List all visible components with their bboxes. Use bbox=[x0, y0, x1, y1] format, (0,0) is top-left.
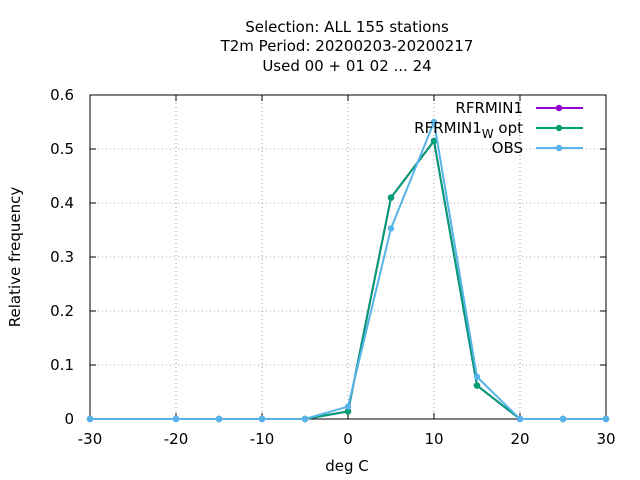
legend-entry-obs: OBS bbox=[492, 139, 583, 157]
data-point-series-2 bbox=[344, 403, 352, 410]
data-point-series-2 bbox=[387, 225, 395, 232]
axis-ticks: -30 -20 -10 0 10 20 30 0 0.1 0.2 0.3 0.4 0.5 0.6 bbox=[50, 86, 615, 448]
y-tick-label: 0.1 bbox=[50, 356, 74, 374]
y-axis-label: Relative frequency bbox=[6, 187, 24, 328]
legend-marker-rfrmin1 bbox=[555, 104, 563, 112]
y-tick-label: 0.6 bbox=[50, 86, 74, 104]
legend-label-rfrmin1-w-opt: RFRMIN1W opt bbox=[414, 119, 523, 141]
x-tick-label: 0 bbox=[343, 430, 353, 448]
title-line-3: Used 00 + 01 02 ... 24 bbox=[262, 57, 431, 75]
y-tick-label: 0 bbox=[64, 410, 74, 428]
data-point-series-1 bbox=[473, 382, 481, 389]
data-point-series-2 bbox=[301, 415, 309, 423]
x-tick-label: -30 bbox=[78, 430, 103, 448]
x-tick-label: 10 bbox=[424, 430, 443, 448]
x-tick-label: -10 bbox=[250, 430, 275, 448]
legend-entry-rfrmin1: RFRMIN1 bbox=[455, 99, 583, 117]
x-tick-label: 20 bbox=[510, 430, 529, 448]
legend-label-obs: OBS bbox=[492, 139, 523, 157]
plot-frame bbox=[89, 94, 607, 420]
y-tick-label: 0.5 bbox=[50, 140, 74, 158]
x-tick-label: 30 bbox=[596, 430, 615, 448]
data-point-series-2 bbox=[430, 118, 438, 126]
legend: RFRMIN1 RFRMIN1W opt OBS bbox=[414, 99, 583, 157]
legend-marker-rfrmin1-w-opt bbox=[555, 124, 563, 132]
legend-label-rfrmin1: RFRMIN1 bbox=[455, 99, 523, 117]
title-line-2: T2m Period: 20200203-20200217 bbox=[220, 37, 474, 55]
y-tick-label: 0.4 bbox=[50, 194, 74, 212]
grid-lines bbox=[90, 95, 606, 419]
data-point-series-2 bbox=[86, 415, 94, 423]
data-point-series-1 bbox=[430, 137, 438, 145]
legend-label-tail: opt bbox=[494, 119, 523, 137]
data-point-series-2 bbox=[559, 415, 567, 423]
x-tick-label: -20 bbox=[164, 430, 189, 448]
legend-label-main: RFRMIN1 bbox=[414, 119, 482, 137]
data-point-series-1 bbox=[387, 194, 395, 201]
x-axis-label: deg C bbox=[325, 457, 369, 475]
data-point-series-2 bbox=[172, 415, 180, 423]
data-point-series-2 bbox=[473, 373, 481, 381]
legend-marker-obs bbox=[555, 144, 563, 152]
y-tick-label: 0.3 bbox=[50, 248, 74, 266]
series-line-2 bbox=[90, 121, 606, 420]
data-point-series-2 bbox=[516, 415, 524, 423]
data-series bbox=[86, 118, 610, 423]
data-point-series-2 bbox=[215, 415, 223, 423]
legend-label-sub: W bbox=[482, 127, 494, 141]
title-line-1: Selection: ALL 155 stations bbox=[245, 18, 449, 36]
data-point-series-1 bbox=[344, 408, 352, 415]
data-point-series-2 bbox=[602, 415, 610, 423]
legend-entry-rfrmin1-w-opt: RFRMIN1W opt bbox=[414, 119, 583, 141]
data-point-series-2 bbox=[258, 415, 266, 423]
y-tick-label: 0.2 bbox=[50, 302, 74, 320]
chart-title: Selection: ALL 155 stations T2m Period: … bbox=[220, 18, 474, 75]
